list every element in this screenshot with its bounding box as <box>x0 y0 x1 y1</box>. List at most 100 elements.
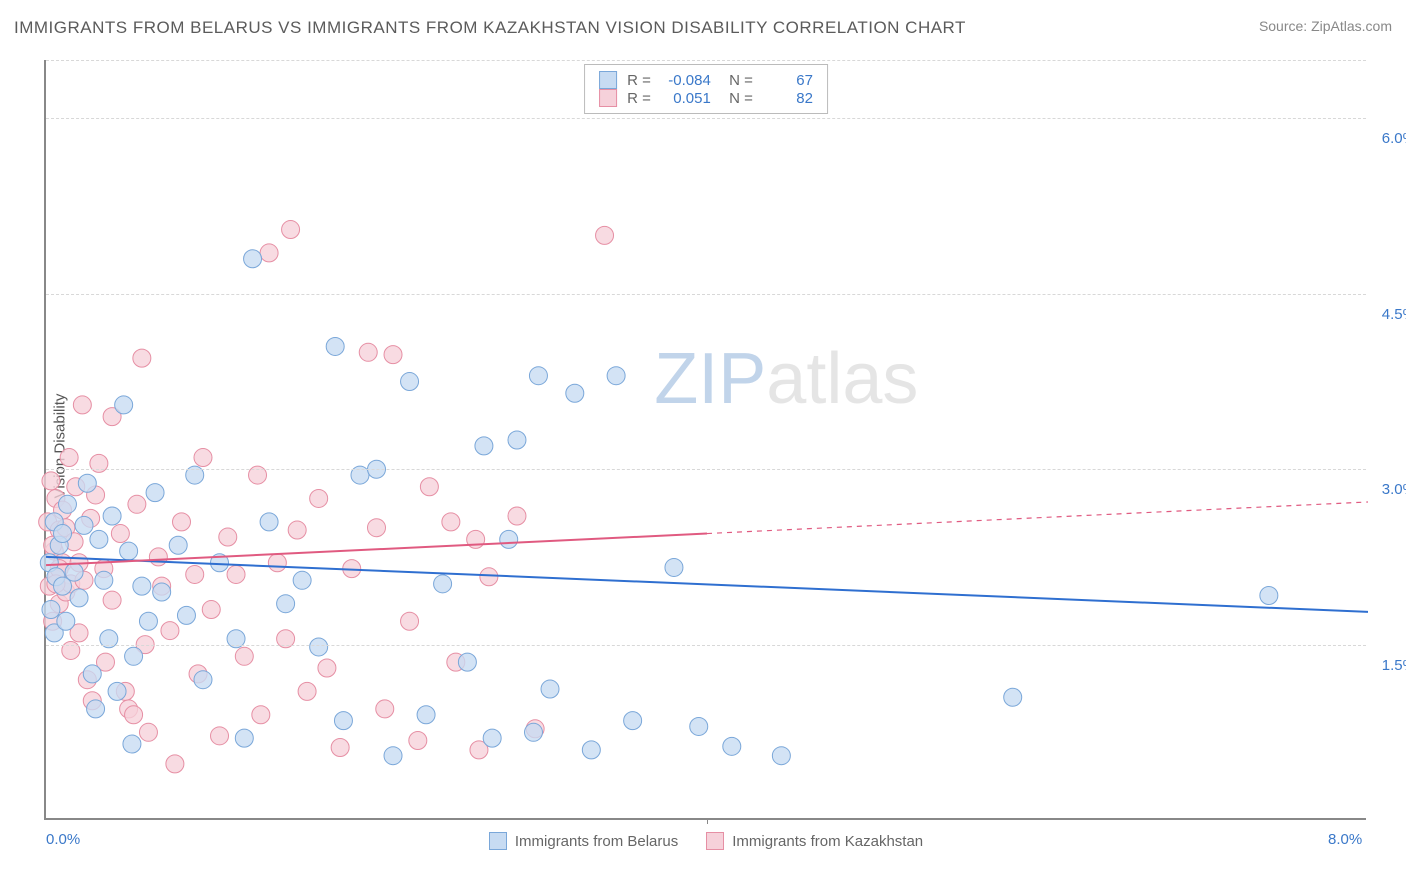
y-tick-label: 3.0% <box>1371 481 1406 498</box>
scatter-point <box>125 706 143 724</box>
scatter-point <box>177 606 195 624</box>
scatter-point <box>723 737 741 755</box>
scatter-point <box>139 612 157 630</box>
scatter-point <box>42 472 60 490</box>
scatter-point <box>772 747 790 765</box>
scatter-point <box>103 591 121 609</box>
gridline <box>46 469 1366 470</box>
scatter-point <box>1004 688 1022 706</box>
scatter-point <box>607 367 625 385</box>
scatter-point <box>268 554 286 572</box>
scatter-point <box>202 601 220 619</box>
scatter-point <box>368 519 386 537</box>
scatter-point <box>90 530 108 548</box>
scatter-point <box>508 507 526 525</box>
y-tick-label: 4.5% <box>1371 306 1406 323</box>
trend-line <box>46 534 707 566</box>
scatter-point <box>133 349 151 367</box>
scatter-point <box>186 565 204 583</box>
scatter-point <box>161 622 179 640</box>
scatter-point <box>42 601 60 619</box>
scatter-point <box>480 568 498 586</box>
gridline <box>46 294 1366 295</box>
scatter-point <box>111 525 129 543</box>
scatter-point <box>133 577 151 595</box>
scatter-point <box>541 680 559 698</box>
gridline <box>46 60 1366 61</box>
scatter-point <box>58 495 76 513</box>
scatter-point <box>173 513 191 531</box>
scatter-point <box>529 367 547 385</box>
scatter-point <box>120 542 138 560</box>
scatter-point <box>73 396 91 414</box>
scatter-point <box>235 647 253 665</box>
scatter-point <box>211 727 229 745</box>
chart-title: IMMIGRANTS FROM BELARUS VS IMMIGRANTS FR… <box>14 18 966 38</box>
scatter-point <box>384 346 402 364</box>
trend-line-dashed <box>707 502 1368 534</box>
scatter-svg <box>46 60 1366 818</box>
legend-item: Immigrants from Belarus <box>489 832 678 850</box>
scatter-point <box>153 583 171 601</box>
gridline <box>46 645 1366 646</box>
scatter-point <box>75 516 93 534</box>
legend-swatch <box>706 832 724 850</box>
scatter-point <box>219 528 237 546</box>
trend-line <box>46 557 1368 612</box>
scatter-point <box>169 536 187 554</box>
scatter-point <box>417 706 435 724</box>
scatter-point <box>149 548 167 566</box>
scatter-point <box>420 478 438 496</box>
scatter-point <box>293 571 311 589</box>
legend-label: Immigrants from Belarus <box>515 833 678 850</box>
scatter-point <box>318 659 336 677</box>
scatter-point <box>310 638 328 656</box>
legend-label: Immigrants from Kazakhstan <box>732 833 923 850</box>
scatter-point <box>235 729 253 747</box>
scatter-point <box>54 525 72 543</box>
scatter-point <box>376 700 394 718</box>
scatter-point <box>524 723 542 741</box>
scatter-point <box>227 565 245 583</box>
scatter-point <box>103 507 121 525</box>
scatter-point <box>334 712 352 730</box>
scatter-point <box>244 250 262 268</box>
scatter-point <box>310 489 328 507</box>
x-tick-minor <box>707 818 708 824</box>
scatter-point <box>125 647 143 665</box>
scatter-point <box>277 595 295 613</box>
scatter-point <box>260 244 278 262</box>
scatter-point <box>288 521 306 539</box>
scatter-point <box>128 495 146 513</box>
scatter-point <box>326 337 344 355</box>
scatter-point <box>434 575 452 593</box>
scatter-point <box>596 226 614 244</box>
scatter-point <box>566 384 584 402</box>
scatter-point <box>331 739 349 757</box>
scatter-point <box>87 700 105 718</box>
scatter-point <box>70 589 88 607</box>
scatter-point <box>166 755 184 773</box>
scatter-point <box>665 558 683 576</box>
scatter-point <box>146 484 164 502</box>
scatter-point <box>115 396 133 414</box>
scatter-point <box>508 431 526 449</box>
scatter-point <box>475 437 493 455</box>
scatter-point <box>194 449 212 467</box>
scatter-point <box>458 653 476 671</box>
scatter-point <box>582 741 600 759</box>
scatter-point <box>624 712 642 730</box>
scatter-point <box>401 373 419 391</box>
scatter-point <box>57 612 75 630</box>
scatter-point <box>108 682 126 700</box>
legend-bottom: Immigrants from Belarus Immigrants from K… <box>46 832 1366 850</box>
scatter-point <box>123 735 141 753</box>
scatter-point <box>384 747 402 765</box>
scatter-point <box>282 221 300 239</box>
source-label: Source: ZipAtlas.com <box>1259 18 1392 38</box>
scatter-point <box>359 343 377 361</box>
scatter-point <box>194 671 212 689</box>
y-tick-label: 6.0% <box>1371 130 1406 147</box>
scatter-point <box>1260 587 1278 605</box>
y-tick-label: 1.5% <box>1371 657 1406 674</box>
